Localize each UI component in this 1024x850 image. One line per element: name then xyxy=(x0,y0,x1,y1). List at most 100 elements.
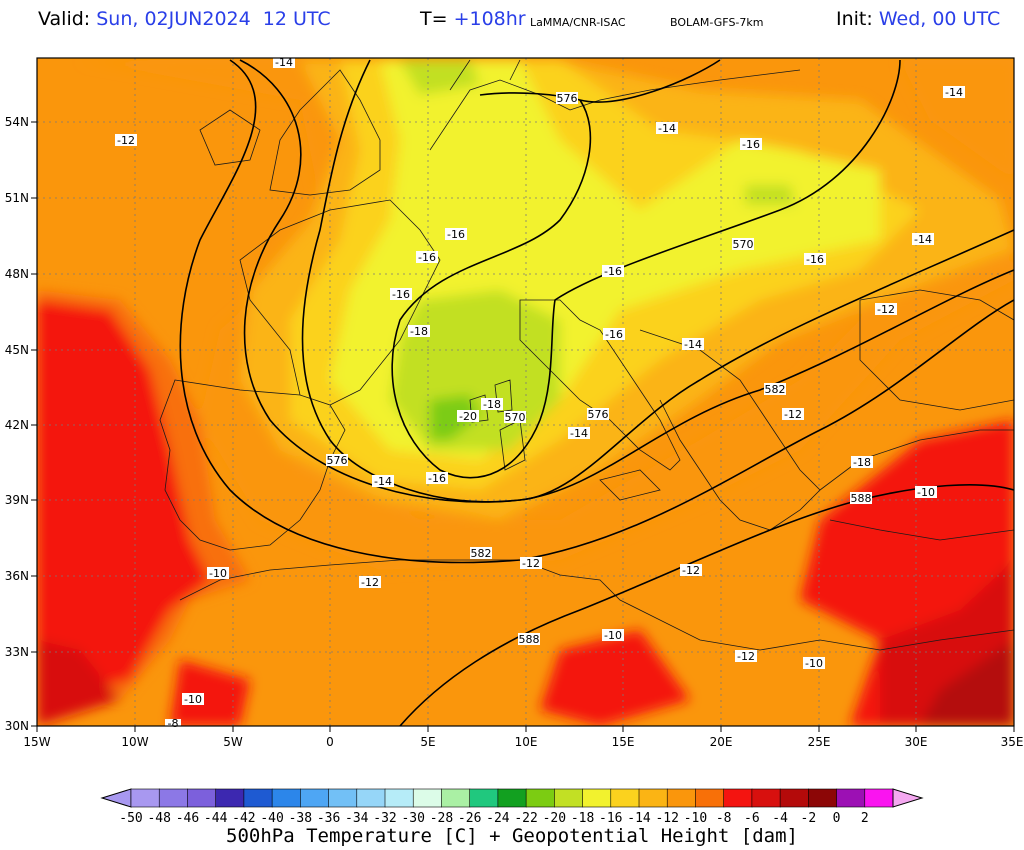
model-label: BOLAM-GFS-7km xyxy=(670,16,764,29)
temp-label: -12 xyxy=(735,650,757,663)
colorbar-cell xyxy=(328,788,358,808)
colorbar-cell xyxy=(610,788,640,808)
colorbar-cell xyxy=(469,788,499,808)
temp-label: -12 xyxy=(680,564,702,577)
lat-label: 45N xyxy=(5,343,29,357)
svg-text:-14: -14 xyxy=(684,338,702,351)
svg-text:-16: -16 xyxy=(447,228,465,241)
temp-label: -10 xyxy=(207,567,229,580)
colorbar-label: -22 xyxy=(514,811,537,826)
temp-label: -16 xyxy=(390,288,412,301)
colorbar-left-arrow xyxy=(100,788,132,808)
lon-label: 15E xyxy=(612,735,635,749)
lat-label: 42N xyxy=(5,418,29,432)
graticule xyxy=(37,58,1014,726)
temp-label: -14 xyxy=(682,338,704,351)
temp-label: -12 xyxy=(520,557,542,570)
lon-label: 0 xyxy=(326,735,334,749)
svg-text:-16: -16 xyxy=(604,265,622,278)
temp-label: -18 xyxy=(408,325,430,338)
svg-text:-16: -16 xyxy=(806,253,824,266)
lat-label: 36N xyxy=(5,569,29,583)
colorbar-cell xyxy=(497,788,527,808)
lon-label: 10W xyxy=(121,735,148,749)
colorbar-cell xyxy=(525,788,555,808)
colorbar-label: -48 xyxy=(147,811,170,826)
colorbar-title: 500hPa Temperature [C] + Geopotential He… xyxy=(226,825,798,847)
colorbar-label: -8 xyxy=(716,811,732,826)
temp-label: -16 xyxy=(740,138,762,151)
colorbar: -50 -48 -46 -44 -42 -40 -38 -36 -34 -32 -30 -28 -26-… xyxy=(100,788,924,826)
lat-label: 30N xyxy=(5,719,29,733)
colorbar-label: -36 xyxy=(317,811,340,826)
temp-label: -20 xyxy=(457,410,479,423)
height-label: 576 xyxy=(587,408,609,421)
lat-label: 54N xyxy=(5,115,29,129)
lon-label: 30E xyxy=(905,735,928,749)
colorbar-label: -4 xyxy=(772,811,788,826)
lat-label: 51N xyxy=(5,191,29,205)
lon-label: 10E xyxy=(515,735,538,749)
colorbar-label: -50 xyxy=(119,811,142,826)
axis-ticks xyxy=(31,121,1015,732)
height-label: 588 xyxy=(518,633,540,646)
colorbar-label: -46 xyxy=(176,811,199,826)
colorbar-label: -14 xyxy=(627,811,651,826)
colorbar-cell xyxy=(271,788,301,808)
temp-label: -10 xyxy=(182,693,204,706)
height-label: 582 xyxy=(764,383,786,396)
colorbar-label: -26 xyxy=(458,811,481,826)
colorbar-cell xyxy=(356,788,386,808)
t-value: +108hr xyxy=(453,8,526,30)
colorbar-cell xyxy=(723,788,753,808)
temp-label: -12 xyxy=(782,408,804,421)
height-label: 588 xyxy=(850,492,872,505)
svg-text:-12: -12 xyxy=(522,557,540,570)
colorbar-cell xyxy=(554,788,584,808)
temp-label: -14 xyxy=(273,56,295,69)
height-label: 576 xyxy=(556,92,578,105)
colorbar-label: -18 xyxy=(571,811,594,826)
lat-label: 39N xyxy=(5,493,29,507)
colorbar-cell xyxy=(215,788,245,808)
lon-label: 5E xyxy=(420,735,435,749)
colorbar-cell xyxy=(836,788,866,808)
svg-text:-10: -10 xyxy=(604,629,622,642)
temp-label: -12 xyxy=(875,303,897,316)
svg-text:-14: -14 xyxy=(945,86,963,99)
init-label: Init: xyxy=(836,8,873,30)
svg-text:-12: -12 xyxy=(737,650,755,663)
colorbar-label: -42 xyxy=(232,811,255,826)
colorbar-label: -16 xyxy=(599,811,622,826)
colorbar-label: -24 xyxy=(486,811,510,826)
temp-label: -18 xyxy=(481,398,503,411)
colorbar-cell xyxy=(130,788,160,808)
temp-label: -12 xyxy=(359,576,381,589)
longitude-labels: 15W 10W 5W 0 5E 10E 15E 20E 25E 30E 35E xyxy=(23,735,1023,749)
svg-text:588: 588 xyxy=(519,633,540,646)
lon-label: 35E xyxy=(1001,735,1024,749)
temp-label: -18 xyxy=(851,456,873,469)
colorbar-label: -20 xyxy=(543,811,566,826)
colorbar-label: -32 xyxy=(373,811,396,826)
colorbar-label: -30 xyxy=(401,811,424,826)
colorbar-cell xyxy=(300,788,330,808)
init-value: Wed, 00 UTC xyxy=(878,8,1001,30)
svg-text:-10: -10 xyxy=(184,693,202,706)
valid-label: Valid: xyxy=(38,8,91,30)
svg-text:-18: -18 xyxy=(410,325,428,338)
temperature-field xyxy=(37,58,1014,726)
svg-text:-14: -14 xyxy=(374,475,392,488)
init-time: Init: Wed, 00 UTC xyxy=(836,8,1000,30)
svg-text:-12: -12 xyxy=(361,576,379,589)
svg-text:-10: -10 xyxy=(805,657,823,670)
t-label: T= xyxy=(420,8,448,30)
colorbar-cell xyxy=(751,788,781,808)
colorbar-label: -34 xyxy=(345,811,369,826)
svg-text:-18: -18 xyxy=(483,398,501,411)
colorbar-cell xyxy=(582,788,612,808)
forecast-hour: T= +108hr xyxy=(420,8,526,30)
colorbar-cell xyxy=(441,788,471,808)
colorbar-label: -2 xyxy=(801,811,817,826)
temp-label: -14 xyxy=(656,122,678,135)
